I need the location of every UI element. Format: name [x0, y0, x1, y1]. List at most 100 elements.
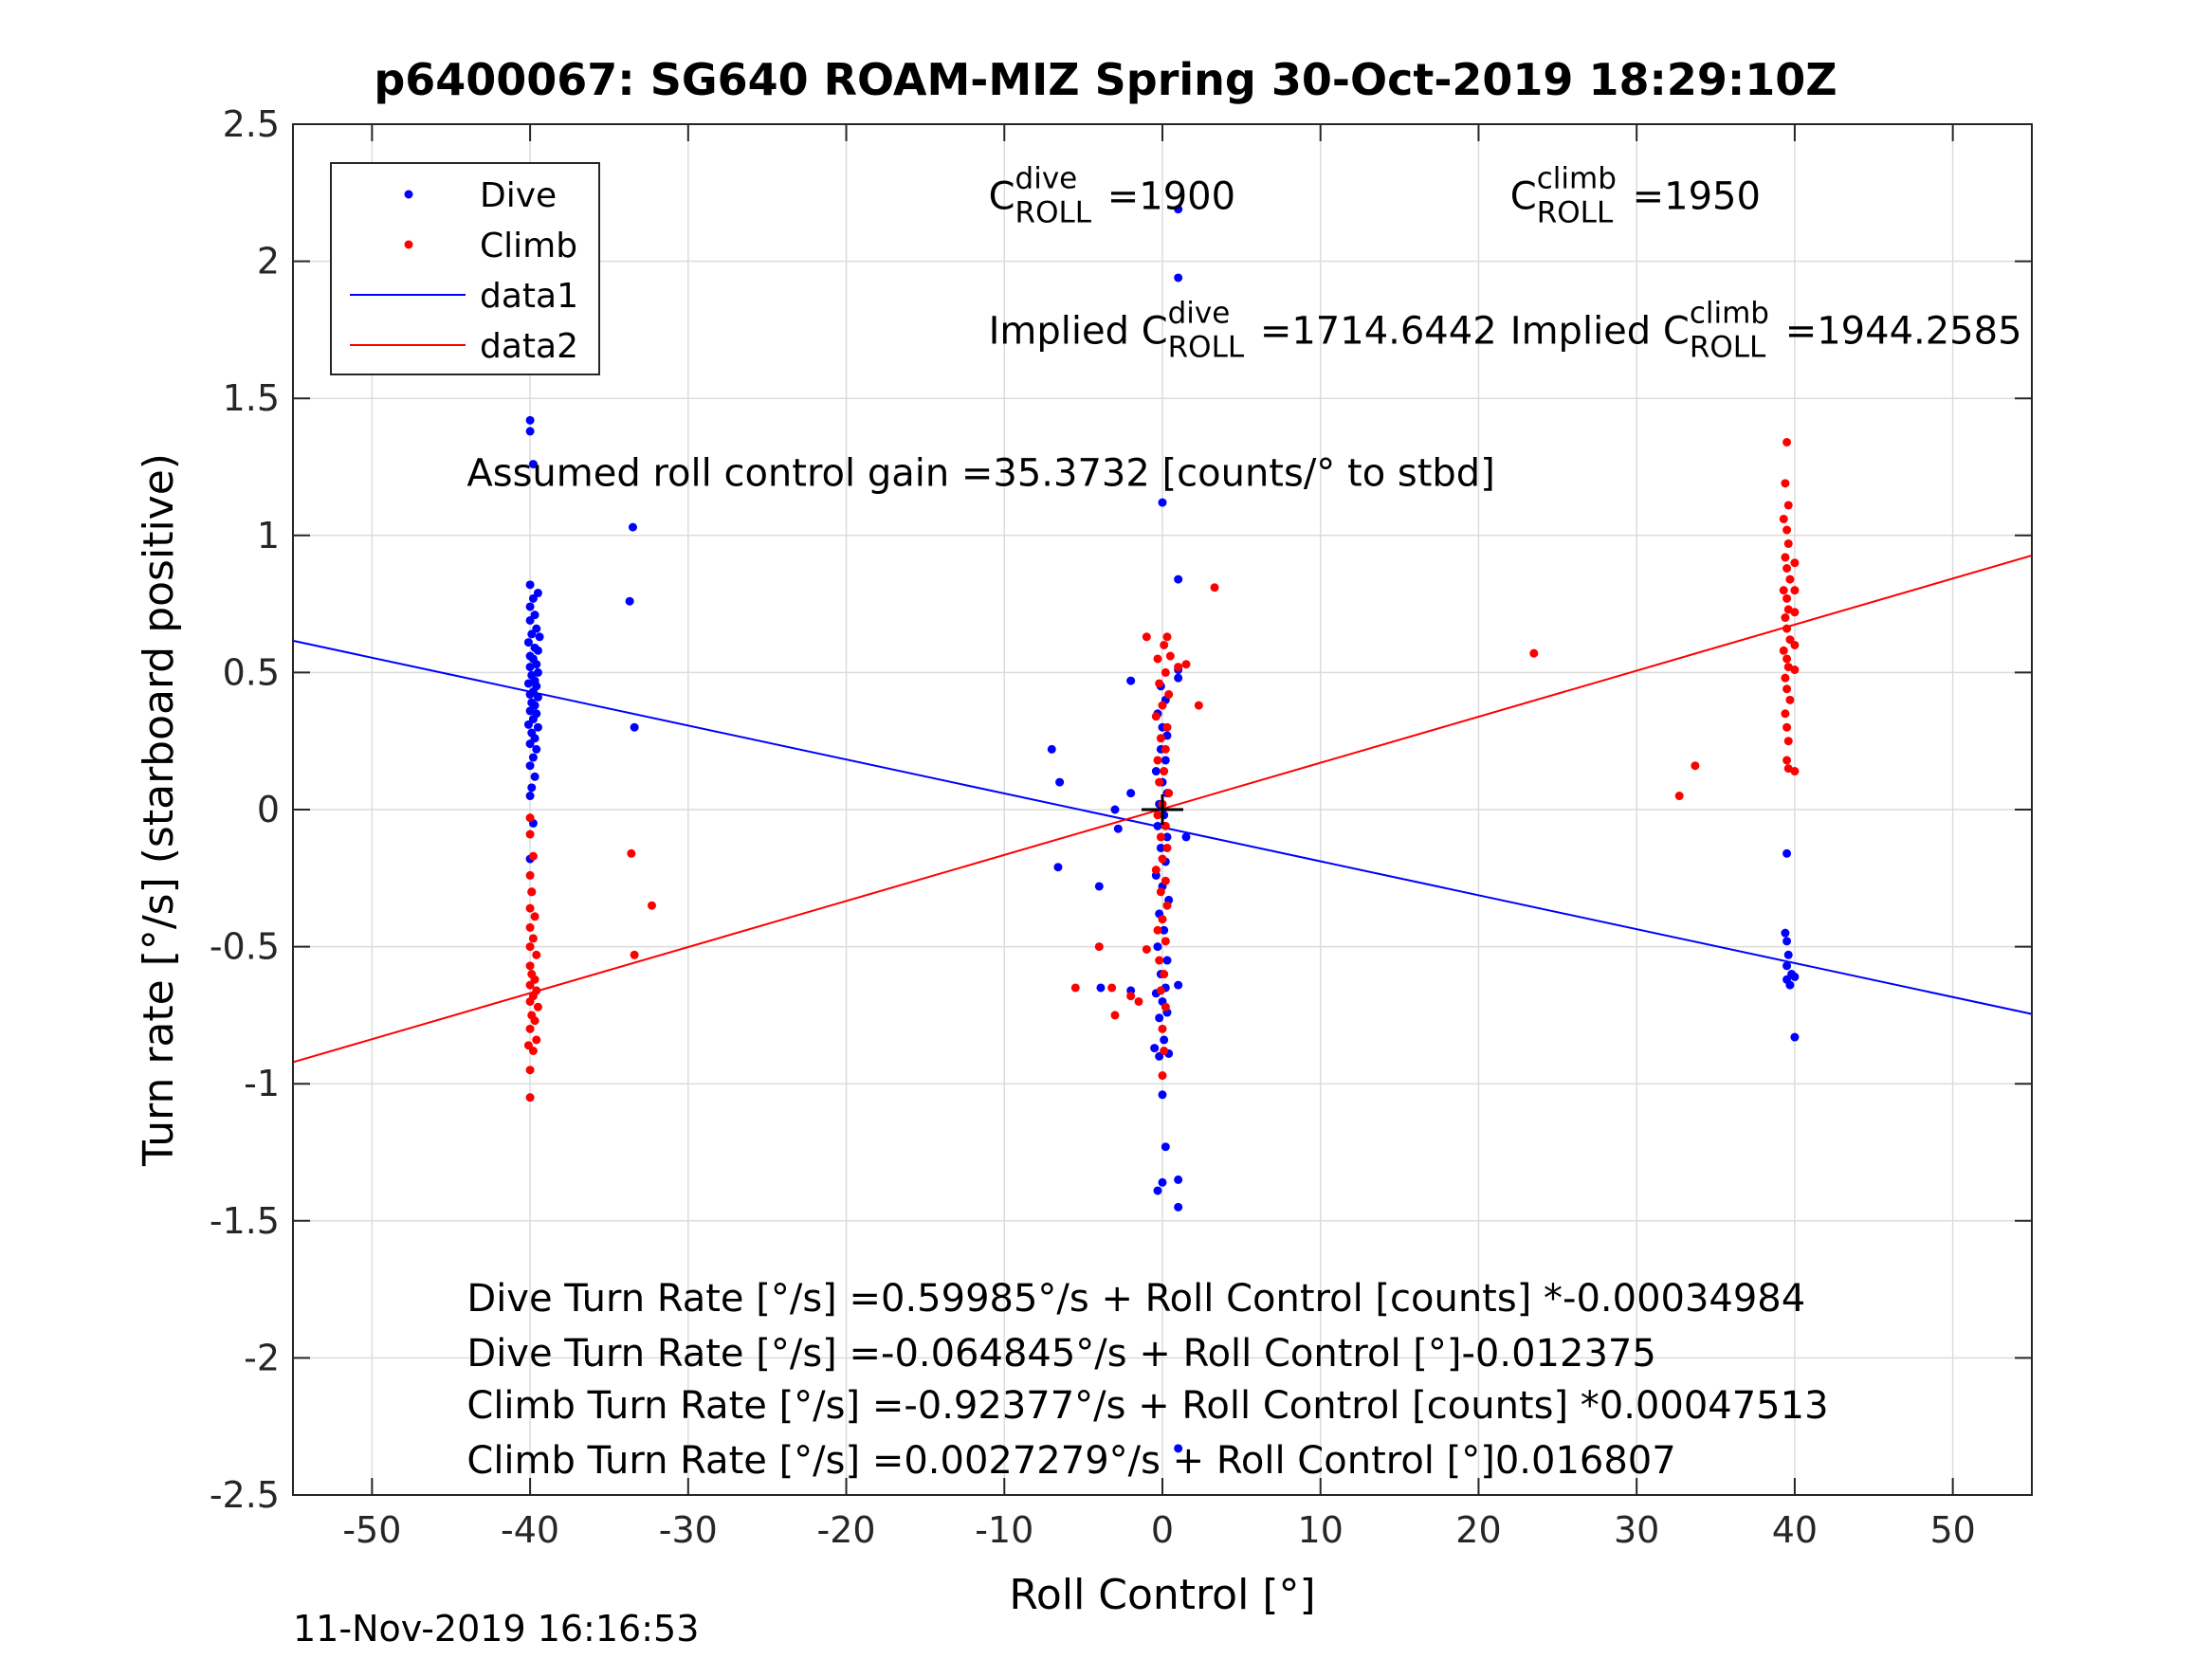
x-tick-label: -30	[659, 1509, 718, 1551]
x-tick-label: 50	[1929, 1509, 1975, 1551]
climb-point	[1164, 690, 1174, 700]
legend-label-data2: data2	[480, 327, 578, 366]
climb-point	[1161, 937, 1170, 946]
climb-point	[527, 1011, 537, 1020]
climb-point	[525, 830, 535, 839]
dive-point	[1156, 843, 1165, 852]
dive-point	[535, 632, 544, 642]
dive-point	[523, 638, 533, 647]
dive-point	[628, 522, 637, 532]
axis-ticks: -50 -40 -30 -20 -10 0 10 20 30 40 50-2.5-2-1.5-1-0…	[210, 103, 2032, 1551]
climb-point	[1153, 756, 1162, 765]
dive-point	[1110, 805, 1120, 814]
climb-point	[1162, 901, 1172, 910]
scatter-points	[523, 205, 1800, 1453]
dive-point	[1158, 498, 1167, 507]
print-timestamp: 11-Nov-2019 16:16:53	[293, 1608, 700, 1650]
y-tick-label: -1	[244, 1063, 280, 1104]
climb-point	[525, 1024, 535, 1033]
dive-point	[1113, 824, 1123, 833]
dive-point	[1790, 1032, 1800, 1042]
dive-point	[1174, 980, 1183, 990]
climb-point	[532, 986, 541, 995]
dive-point	[1155, 1013, 1164, 1023]
legend-label-climb: Climb	[480, 227, 577, 265]
climb-point	[1790, 767, 1800, 776]
climb-point	[1790, 665, 1800, 675]
climb-point	[1781, 673, 1790, 683]
dive-point	[528, 753, 538, 762]
climb-point	[528, 851, 538, 861]
origin-marker	[1142, 794, 1183, 825]
x-tick-label: 0	[1151, 1509, 1174, 1551]
climb-point	[1158, 1071, 1167, 1081]
dive-point	[1790, 972, 1800, 981]
climb-point	[1782, 593, 1792, 603]
annotation-fit-3: Climb Turn Rate [°/s] =-0.92377°/s + Rol…	[466, 1384, 1828, 1428]
climb-point	[528, 934, 538, 943]
climb-point	[1174, 663, 1183, 672]
y-tick-label: 1.5	[223, 377, 280, 419]
dive-point	[1151, 767, 1161, 776]
dive-point	[525, 427, 535, 436]
climb-point	[627, 848, 636, 858]
climb-point	[532, 1035, 541, 1045]
x-axis-label: Roll Control [°]	[1009, 1571, 1315, 1619]
climb-point	[525, 870, 535, 880]
dive-point	[1096, 983, 1106, 993]
climb-point	[525, 1093, 535, 1103]
dive-point	[1783, 950, 1793, 959]
climb-point	[1783, 538, 1793, 548]
legend-marker-climb	[404, 240, 413, 249]
climb-point	[1181, 660, 1191, 669]
y-tick-label: 2	[257, 241, 280, 283]
climb-point	[1790, 558, 1800, 568]
climb-point	[1161, 667, 1170, 677]
dive-point	[1153, 942, 1162, 952]
dive-point	[1160, 925, 1169, 935]
climb-point	[1779, 514, 1788, 523]
climb-point	[1134, 996, 1143, 1006]
climb-point	[1156, 986, 1165, 995]
climb-point	[1785, 574, 1795, 584]
climb-point	[1210, 583, 1219, 592]
dive-point	[533, 692, 542, 702]
climb-point	[527, 887, 537, 897]
climb-point	[523, 1041, 533, 1050]
climb-point	[630, 950, 639, 959]
climb-point	[1781, 553, 1790, 562]
climb-point	[1151, 712, 1161, 721]
climb-point	[527, 970, 537, 979]
climb-point	[1158, 1024, 1167, 1033]
dive-point	[532, 744, 541, 754]
climb-point	[1160, 640, 1169, 649]
dive-point	[1153, 1186, 1162, 1195]
annotation-fit-2: Dive Turn Rate [°/s] =-0.064845°/s + Rol…	[466, 1332, 1655, 1376]
climb-point	[1094, 942, 1104, 952]
y-tick-label: -2	[244, 1337, 280, 1378]
legend: Dive Climb data1 data2	[330, 162, 600, 375]
dive-point	[1047, 744, 1056, 754]
dive-point	[525, 602, 535, 611]
x-tick-label: 10	[1298, 1509, 1344, 1551]
climb-point	[532, 950, 541, 959]
dive-point	[1055, 777, 1065, 787]
dive-point	[1174, 1444, 1183, 1453]
annotation-implied-dive: Implied Cdive ROLL =1714.6442	[989, 296, 1497, 364]
y-tick-label: -1.5	[210, 1200, 280, 1242]
dive-point	[525, 415, 535, 425]
climb-point	[1790, 586, 1800, 595]
legend-marker-dive	[404, 190, 413, 199]
climb-point	[525, 961, 535, 971]
legend-label-data1: data1	[480, 277, 578, 316]
climb-point	[1158, 915, 1167, 924]
y-tick-label: -0.5	[210, 926, 280, 968]
climb-point	[525, 922, 535, 932]
climb-point	[1165, 651, 1175, 661]
climb-point	[1155, 679, 1164, 688]
y-tick-label: 2.5	[223, 103, 280, 145]
dive-point	[525, 580, 535, 590]
y-tick-label: 0.5	[223, 651, 280, 693]
dive-point	[1094, 882, 1104, 891]
